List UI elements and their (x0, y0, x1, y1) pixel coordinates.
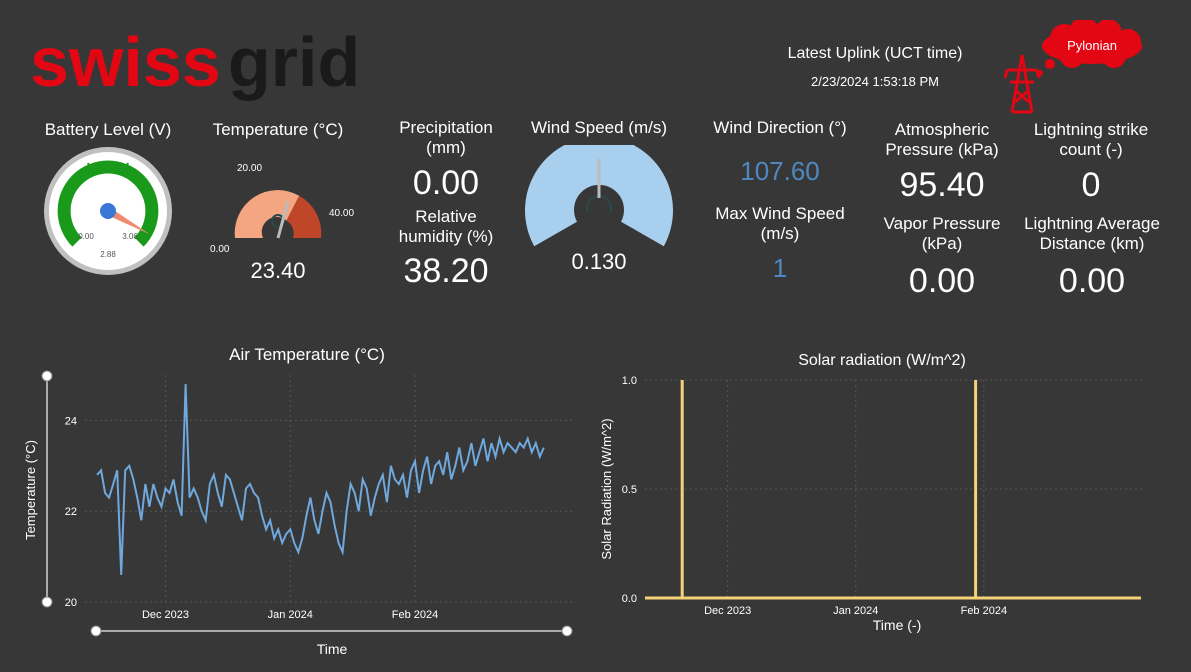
vapor-value: 0.00 (908, 262, 976, 300)
y-tick-label: 1.0 (622, 375, 637, 387)
y-tick-label: 0.0 (622, 593, 637, 605)
temperature-title: Temperature (°C) (212, 120, 344, 139)
battery-min: 0.00 (78, 232, 94, 241)
logo-text-swiss: swiss (30, 24, 221, 101)
x-tick-label: Dec 2023 (704, 605, 751, 617)
lightning-count-title: Lightning strike count (-) (1033, 120, 1149, 159)
y-range-slider[interactable] (41, 370, 53, 608)
battery-title: Battery Level (V) (44, 120, 172, 139)
wind-speed-gauge (525, 145, 673, 247)
x-tick-label: Dec 2023 (142, 609, 189, 621)
y-tick-label: 0.5 (622, 484, 637, 496)
max-wind-title: Max Wind Speed (m/s) (715, 204, 845, 243)
solar-radiation-chart: Solar radiation (W/m^2) Time (-) Solar R… (599, 352, 1145, 633)
battery-gauge: 0.00 3.06 2.88 (44, 147, 172, 275)
temperature-max: 40.00 (329, 208, 354, 219)
battery-needle (106, 207, 150, 235)
solar-xlabel: Time (-) (873, 617, 921, 633)
y-tick-label: 22 (65, 506, 77, 518)
pylon-icon: Pylonian (1003, 20, 1142, 114)
uplink-time: 2/23/2024 1:53:18 PM (811, 74, 939, 89)
lightning-distance-value: 0.00 (1058, 262, 1126, 300)
temperature-gauge: 0.00 20.00 40.00 (210, 163, 354, 255)
x-range-slider[interactable] (90, 625, 573, 637)
solar-series-line (645, 380, 1141, 600)
wind-direction-value: 107.60 (740, 156, 820, 186)
swissgrid-logo: swiss grid (30, 24, 360, 101)
y-tick-label: 24 (65, 415, 77, 427)
x-slider-left-handle[interactable] (90, 625, 102, 637)
air-temp-xlabel: Time (317, 641, 348, 657)
temperature-value: 23.40 (250, 258, 306, 283)
battery-hub (100, 203, 116, 219)
air-temp-chart-title: Air Temperature (°C) (229, 345, 385, 364)
air-temp-series-line (96, 384, 545, 575)
uplink-title: Latest Uplink (UCT time) (787, 45, 963, 62)
x-tick-label: Feb 2024 (961, 605, 1007, 617)
precipitation-title: Precipitation (mm) (399, 118, 493, 157)
battery-value: 2.88 (100, 250, 116, 259)
wind-speed-title: Wind Speed (m/s) (530, 118, 668, 137)
x-tick-label: Feb 2024 (392, 609, 438, 621)
vapor-title: Vapor Pressure (kPa) (883, 214, 1001, 253)
y-slider-top-handle[interactable] (41, 370, 53, 382)
humidity-value: 38.20 (403, 252, 489, 290)
x-tick-label: Jan 2024 (268, 609, 313, 621)
logo-text-grid: grid (228, 24, 360, 101)
y-slider-bottom-handle[interactable] (41, 596, 53, 608)
cloud-icon (1037, 20, 1142, 76)
lightning-count-value: 0 (1081, 166, 1101, 204)
precipitation-value: 0.00 (412, 164, 480, 202)
temperature-min: 0.00 (210, 244, 230, 255)
max-wind-value: 1 (772, 253, 788, 283)
solar-ylabel: Solar Radiation (W/m^2) (599, 418, 614, 559)
air-temp-ylabel: Temperature (°C) (23, 440, 38, 540)
pylon-label: Pylonian (1067, 38, 1117, 53)
temperature-mid: 20.00 (237, 163, 262, 174)
wind-speed-value: 0.130 (571, 249, 627, 274)
battery-max: 3.06 (122, 232, 138, 241)
lightning-distance-title: Lightning Average Distance (km) (1024, 214, 1160, 253)
air-temperature-chart: Air Temperature (°C) Time Temperature (°… (23, 345, 573, 657)
wind-direction-title: Wind Direction (°) (713, 118, 847, 137)
temperature-needle (276, 200, 290, 239)
x-tick-label: Jan 2024 (833, 605, 878, 617)
y-tick-label: 20 (65, 597, 77, 609)
pressure-value: 95.40 (899, 166, 985, 204)
humidity-title: Relative humidity (%) (398, 207, 494, 246)
solar-chart-title: Solar radiation (W/m^2) (798, 352, 966, 369)
x-slider-right-handle[interactable] (561, 625, 573, 637)
pressure-title: Atmospheric Pressure (kPa) (885, 120, 999, 159)
